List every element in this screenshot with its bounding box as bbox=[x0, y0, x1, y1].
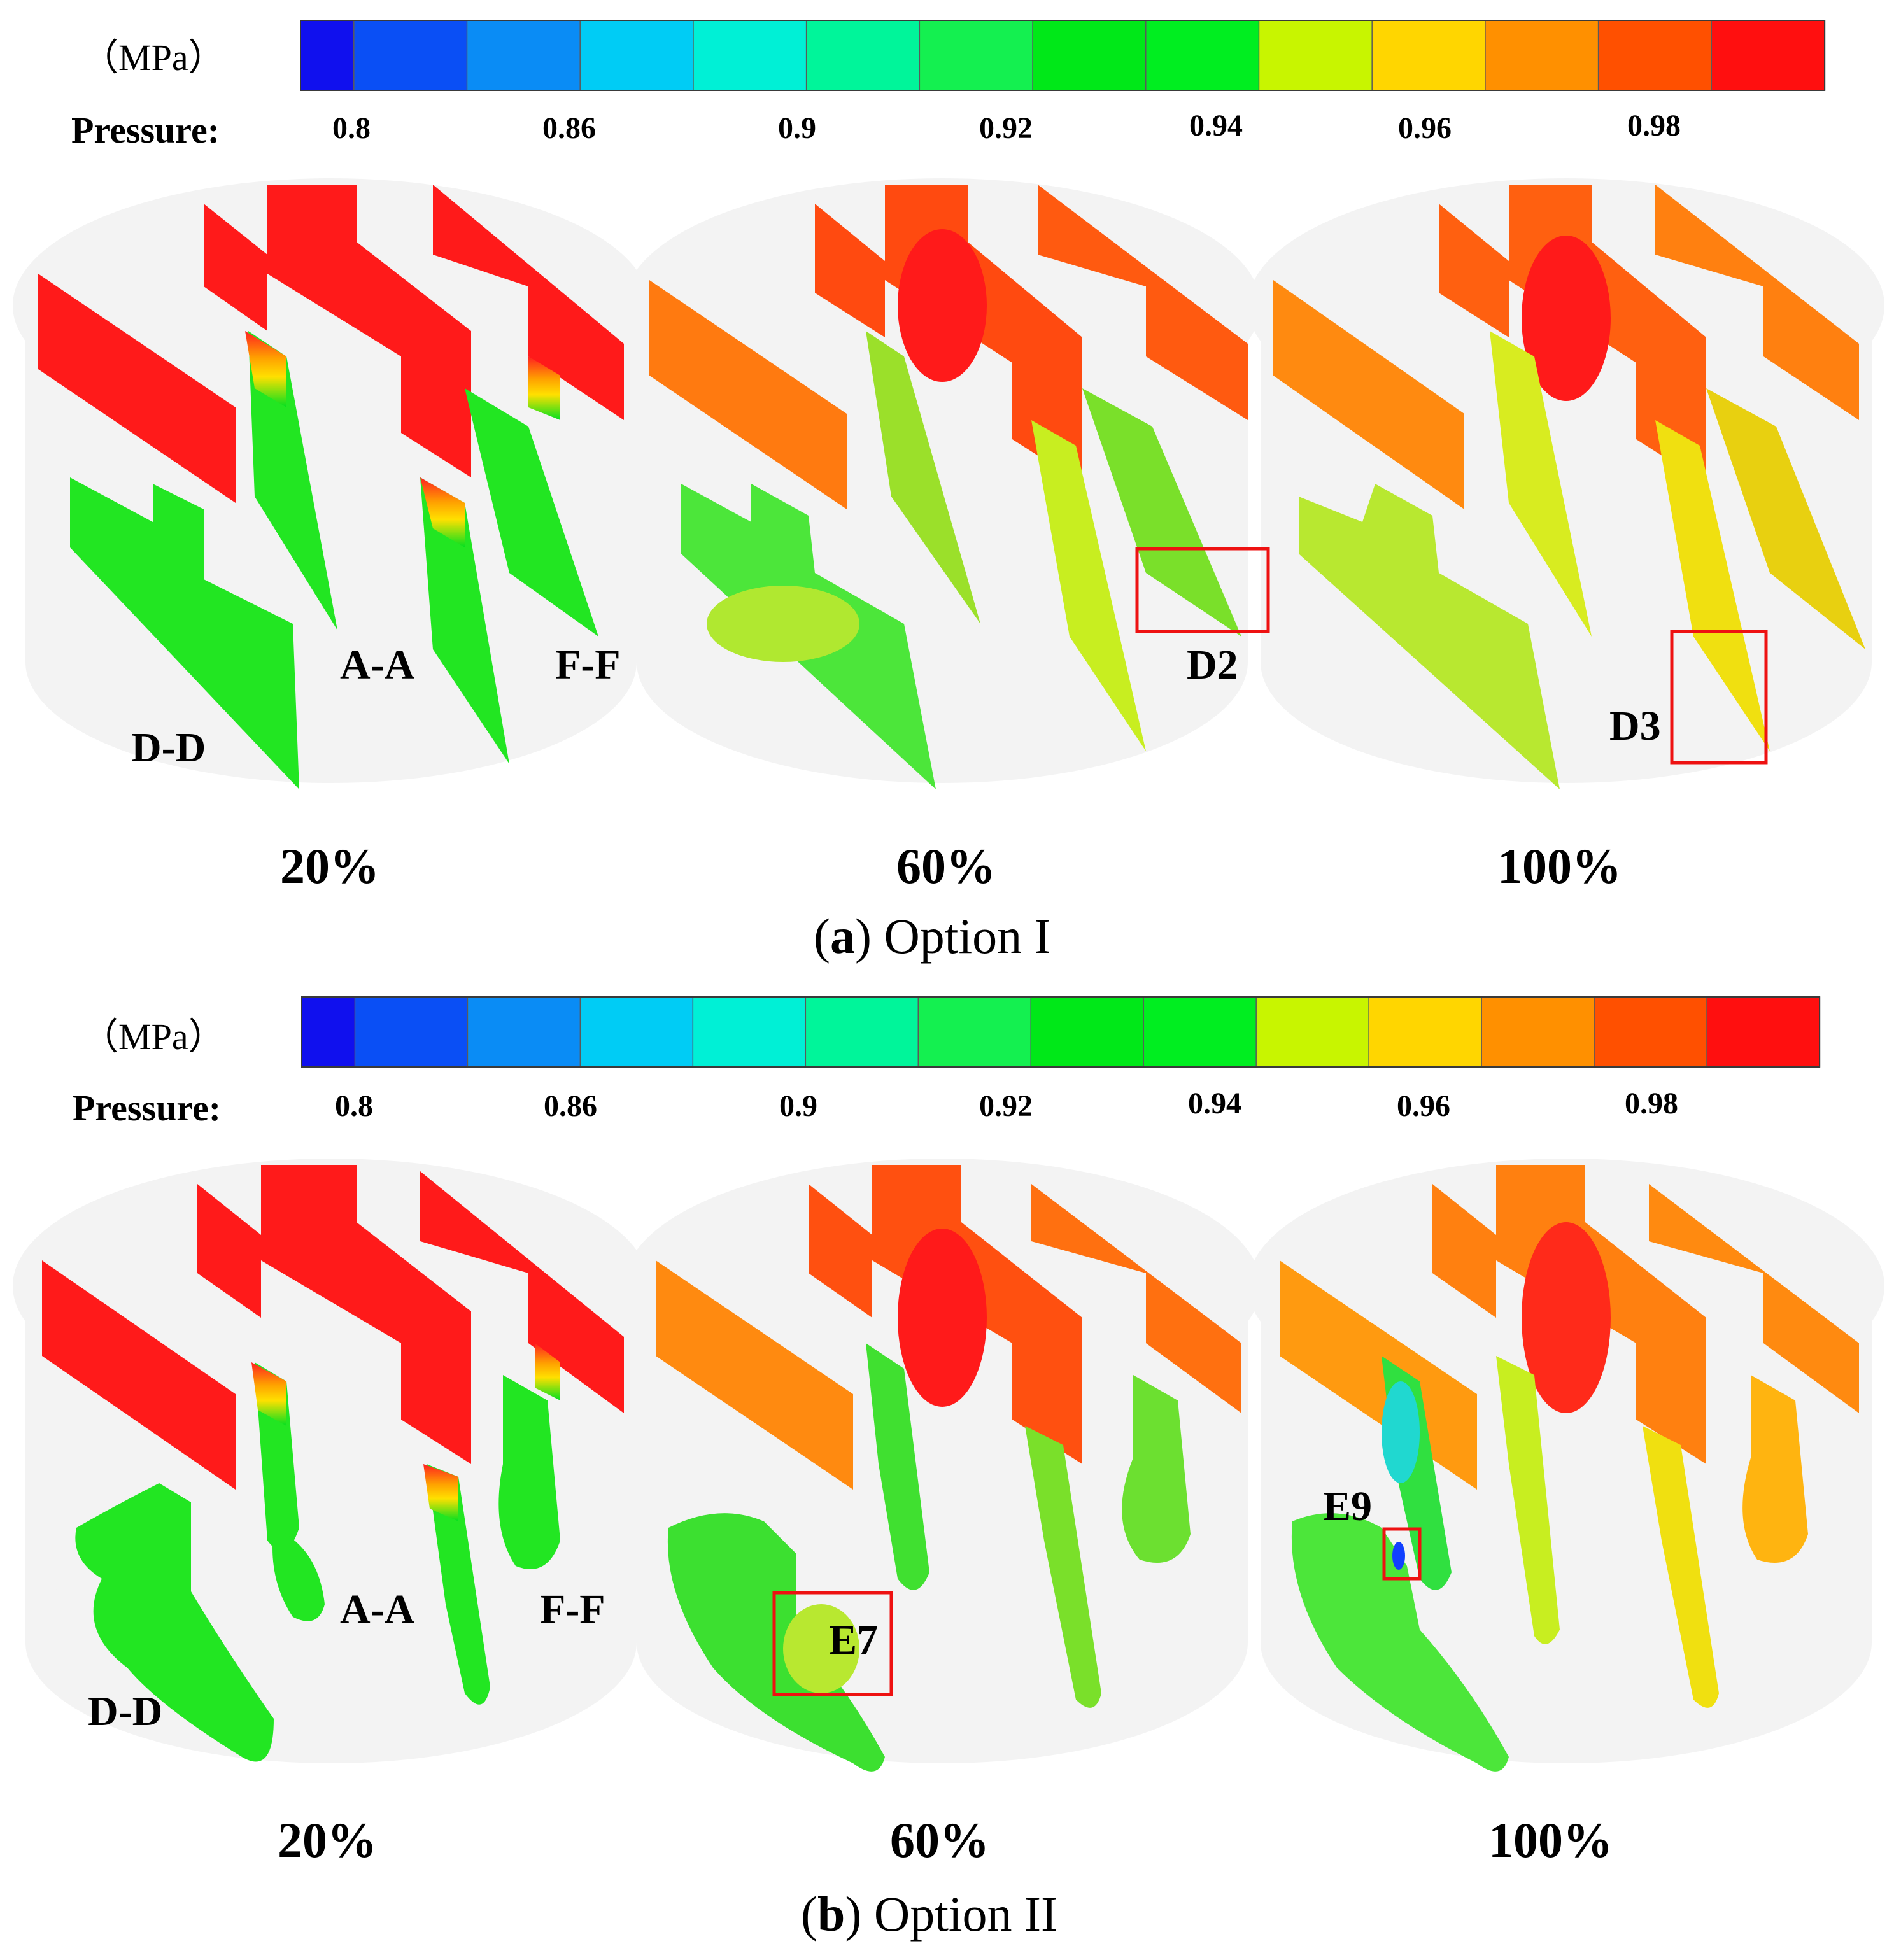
stage-label: 20% bbox=[280, 838, 379, 894]
plot-option2-20pct bbox=[42, 1165, 624, 1762]
plot-option2-60pct bbox=[656, 1165, 1241, 1772]
legend-tick: 0.92 bbox=[979, 1089, 1033, 1123]
section-label-a-a: A-A bbox=[340, 1586, 415, 1633]
legend-tick: 0.92 bbox=[979, 111, 1033, 145]
plot-option1-100pct bbox=[1273, 185, 1865, 789]
plot-option1-60pct bbox=[649, 185, 1248, 789]
marker-box-d2 bbox=[1135, 547, 1270, 633]
stage-label: 100% bbox=[1488, 1812, 1613, 1868]
plot-option2-100pct bbox=[1280, 1165, 1859, 1772]
marker-label-e7: E7 bbox=[829, 1617, 879, 1663]
legend-unit: （MPa） bbox=[81, 37, 225, 78]
section-label-d-d: D-D bbox=[131, 724, 206, 771]
section-label-f-f: F-F bbox=[555, 642, 621, 688]
marker-label-d3: D3 bbox=[1609, 703, 1661, 749]
section-label-d-d: D-D bbox=[88, 1688, 163, 1735]
legend-tick: 0.96 bbox=[1397, 1089, 1450, 1123]
legend-tick: 0.86 bbox=[542, 111, 596, 145]
legend-unit: （MPa） bbox=[81, 1016, 225, 1057]
legend-tick: 0.9 bbox=[778, 111, 816, 145]
legend-title: Pressure: bbox=[73, 1087, 222, 1129]
section-label-a-a: A-A bbox=[340, 642, 415, 688]
legend-tick: 0.86 bbox=[544, 1089, 597, 1123]
legend-tick: 0.8 bbox=[332, 111, 371, 145]
caption-option-1: (a) Option I bbox=[814, 908, 1051, 964]
legend-tick: 0.8 bbox=[335, 1089, 373, 1123]
stage-label: 20% bbox=[278, 1812, 377, 1868]
plot-option1-20pct bbox=[38, 185, 624, 789]
legend-tick: 0.94 bbox=[1189, 109, 1243, 143]
stage-label: 100% bbox=[1497, 838, 1622, 894]
legend-tick: 0.94 bbox=[1188, 1087, 1241, 1120]
marker-box-e9 bbox=[1382, 1527, 1422, 1581]
stage-label: 60% bbox=[896, 838, 996, 894]
marker-box-e7 bbox=[772, 1591, 893, 1696]
marker-label-d2: D2 bbox=[1187, 642, 1238, 688]
marker-box-d3 bbox=[1670, 630, 1768, 765]
legend-tick: 0.98 bbox=[1625, 1087, 1678, 1120]
legend-tick: 0.96 bbox=[1398, 111, 1452, 145]
section-label-f-f: F-F bbox=[540, 1586, 605, 1633]
legend-tick: 0.9 bbox=[779, 1089, 817, 1123]
stage-label: 60% bbox=[890, 1812, 989, 1868]
legend-title: Pressure: bbox=[71, 109, 220, 151]
marker-label-e9: E9 bbox=[1323, 1483, 1373, 1530]
legend-tick: 0.98 bbox=[1627, 109, 1681, 143]
caption-option-2: (b) Option II bbox=[801, 1886, 1057, 1942]
